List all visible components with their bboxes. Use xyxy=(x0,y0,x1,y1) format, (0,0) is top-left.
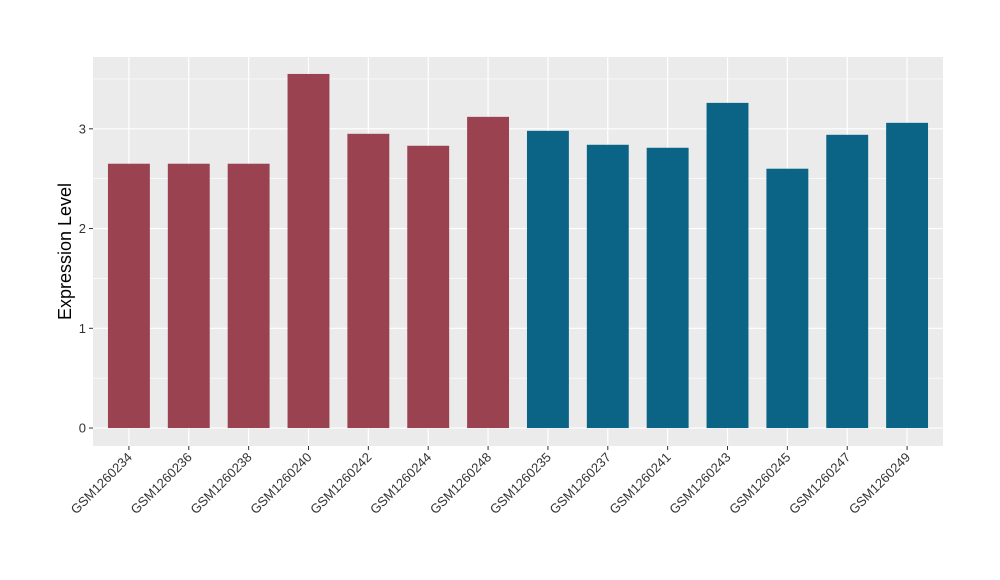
bar-GSM1260235 xyxy=(526,130,569,429)
bar-GSM1260237 xyxy=(586,144,629,429)
x-axis: GSM1260234GSM1260236GSM1260238GSM1260240… xyxy=(68,446,913,517)
bar-GSM1260240 xyxy=(287,73,330,429)
x-tick-label: GSM1260242 xyxy=(307,450,374,517)
x-tick-label: GSM1260238 xyxy=(187,450,254,517)
bar-GSM1260234 xyxy=(107,163,150,429)
y-tick-label: 3 xyxy=(79,121,86,136)
bar-GSM1260238 xyxy=(227,163,270,429)
y-tick-label: 2 xyxy=(79,221,86,236)
bar-GSM1260236 xyxy=(167,163,210,429)
y-tick-label: 0 xyxy=(79,421,86,436)
bar-GSM1260244 xyxy=(407,145,450,429)
x-tick-label: GSM1260248 xyxy=(427,450,494,517)
x-tick-label: GSM1260240 xyxy=(247,450,314,517)
bar-GSM1260245 xyxy=(766,168,809,429)
x-tick-label: GSM1260247 xyxy=(786,450,853,517)
y-tick-label: 1 xyxy=(79,321,86,336)
x-tick-label: GSM1260243 xyxy=(666,450,733,517)
x-tick-label: GSM1260235 xyxy=(487,450,554,517)
y-axis-title: Expression Level xyxy=(55,183,75,320)
x-tick-label: GSM1260234 xyxy=(68,450,135,517)
bar-GSM1260241 xyxy=(646,147,689,429)
x-tick-label: GSM1260244 xyxy=(367,450,434,517)
x-tick-label: GSM1260245 xyxy=(726,450,793,517)
x-tick-label: GSM1260249 xyxy=(846,450,913,517)
plot-panel xyxy=(93,57,943,446)
x-tick-label: GSM1260236 xyxy=(128,450,195,517)
bar-GSM1260249 xyxy=(886,122,929,429)
bar-GSM1260242 xyxy=(347,133,390,429)
bar-GSM1260247 xyxy=(826,134,869,429)
x-tick-label: GSM1260237 xyxy=(547,450,614,517)
y-axis: 0 1 2 3 xyxy=(79,121,93,436)
bar-GSM1260243 xyxy=(706,102,749,429)
bars xyxy=(107,73,929,429)
x-tick-label: GSM1260241 xyxy=(606,450,673,517)
bar-GSM1260248 xyxy=(467,116,510,429)
